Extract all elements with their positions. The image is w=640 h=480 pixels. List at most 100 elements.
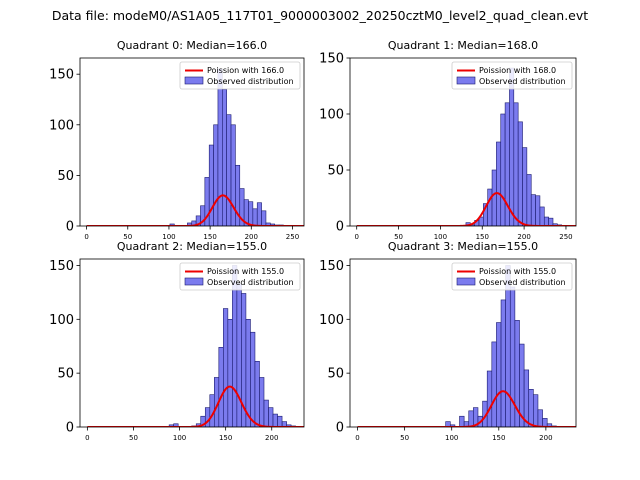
- histogram-bar: [535, 195, 541, 226]
- x-tick-label: 0: [85, 434, 89, 442]
- x-tick-label: 150: [492, 434, 505, 442]
- histogram-bar: [449, 424, 456, 427]
- y-tick-label: 150: [319, 52, 344, 67]
- quadrant-1-legend: Poission with 168.0 Observed distribution: [451, 61, 573, 90]
- y-tick-label: 0: [336, 220, 344, 235]
- legend-observed-swatch: [456, 277, 476, 286]
- x-tick-label: 100: [173, 434, 186, 442]
- histogram-bar: [445, 421, 451, 427]
- histogram-bar: [487, 188, 493, 226]
- y-tick-label: 50: [327, 367, 344, 382]
- histogram-bar: [496, 141, 502, 226]
- histogram-bar: [468, 410, 474, 427]
- histogram-bar: [486, 370, 493, 427]
- figure-suptitle: Data file: modeM0/AS1A05_117T01_90000030…: [52, 8, 588, 23]
- histogram-bar: [500, 299, 506, 427]
- legend-observed-swatch: [456, 76, 476, 85]
- histogram-bar: [248, 201, 254, 226]
- histogram-bar: [513, 102, 519, 226]
- histogram-bar: [250, 331, 256, 427]
- legend-poisson-label: Poission with 168.0: [479, 66, 556, 75]
- histogram-bar: [491, 341, 497, 427]
- x-tick-label: 250: [559, 233, 572, 241]
- x-tick-label: 50: [123, 233, 132, 241]
- quadrant-1-frame: [349, 57, 577, 227]
- x-tick-label: 50: [394, 233, 403, 241]
- quadrant-1-plot-area: [356, 67, 576, 226]
- x-tick-label: 0: [354, 233, 358, 241]
- x-tick-label: 200: [265, 434, 278, 442]
- legend-observed-label: Observed distribution: [207, 278, 294, 287]
- quadrant-2-frame: [79, 258, 305, 428]
- quadrant-0-title: Quadrant 0: Median=166.0: [117, 39, 267, 52]
- histogram-bar: [530, 194, 536, 226]
- legend-observed-swatch: [184, 277, 204, 286]
- x-tick-label: 100: [445, 434, 458, 442]
- y-tick-label: 100: [319, 313, 344, 328]
- x-tick-label: 200: [539, 434, 552, 442]
- legend-poisson-label: Poission with 155.0: [479, 267, 556, 276]
- histogram-bar: [254, 361, 260, 427]
- y-tick-label: 50: [57, 169, 74, 184]
- y-tick-label: 0: [66, 220, 74, 235]
- y-tick-label: 150: [49, 68, 74, 83]
- legend-poisson-label: Poission with 166.0: [207, 66, 284, 75]
- legend-observed-swatch: [184, 76, 204, 85]
- histogram-bar: [542, 418, 548, 427]
- histogram-bar: [261, 210, 267, 226]
- x-tick-label: 200: [245, 233, 258, 241]
- histogram-bar: [223, 308, 229, 427]
- histogram-bar: [259, 377, 265, 427]
- y-tick-label: 150: [319, 259, 344, 274]
- legend-box: [451, 262, 573, 291]
- x-tick-label: 150: [476, 233, 489, 241]
- x-tick-label: 0: [355, 434, 359, 442]
- x-tick-label: 50: [400, 434, 409, 442]
- y-tick-label: 150: [49, 259, 74, 274]
- quadrant-0-frame: [79, 57, 305, 227]
- quadrant-3-frame: [349, 258, 577, 428]
- legend-observed-label: Observed distribution: [207, 77, 294, 86]
- quadrant-2-legend: Poission with 155.0 Observed distribution: [179, 262, 301, 291]
- y-tick-label: 100: [49, 118, 74, 133]
- y-tick-label: 50: [57, 367, 74, 382]
- histogram-bar: [543, 216, 549, 226]
- x-tick-label: 0: [84, 233, 88, 241]
- histogram-bar: [217, 68, 223, 226]
- legend-box: [179, 61, 301, 90]
- histogram-bar: [533, 394, 539, 427]
- histogram-bar: [226, 114, 232, 226]
- quadrant-2-title: Quadrant 2: Median=155.0: [117, 240, 267, 253]
- histogram-bar: [526, 174, 532, 226]
- histogram-bar: [281, 421, 287, 427]
- histogram-bar: [537, 409, 543, 427]
- histogram-bar: [523, 369, 530, 427]
- y-tick-label: 0: [336, 421, 344, 436]
- histogram-bar: [491, 169, 497, 226]
- histogram-bar: [213, 124, 219, 226]
- quadrant-3-legend: Poission with 155.0 Observed distribution: [451, 262, 573, 291]
- y-tick-label: 100: [319, 108, 344, 123]
- x-tick-label: 250: [286, 233, 299, 241]
- x-tick-label: 100: [434, 233, 447, 241]
- x-tick-label: 150: [219, 434, 232, 442]
- quadrant-0-legend: Poission with 166.0 Observed distribution: [179, 61, 301, 90]
- quadrant-0-panel: 0 50 100 150 0 50 100 150 200 250 Quadrant 0: Medi…: [49, 39, 305, 241]
- histogram-bar: [227, 319, 233, 427]
- histogram-bar: [218, 347, 224, 427]
- y-tick-label: 50: [327, 164, 344, 179]
- histogram-bar: [222, 89, 227, 226]
- histogram-bar: [539, 206, 545, 226]
- x-tick-label: 50: [129, 434, 138, 442]
- quadrant-1-title: Quadrant 1: Median=168.0: [388, 39, 538, 52]
- legend-box: [451, 61, 573, 90]
- legend-observed-label: Observed distribution: [479, 77, 566, 86]
- quadrant-0-plot-area: [86, 68, 304, 226]
- x-tick-label: 100: [162, 233, 175, 241]
- histogram-bar: [268, 407, 274, 427]
- histogram-bar: [277, 415, 283, 427]
- histogram-bar: [236, 283, 242, 427]
- histogram-bar: [522, 147, 528, 226]
- histogram-bar: [548, 217, 554, 226]
